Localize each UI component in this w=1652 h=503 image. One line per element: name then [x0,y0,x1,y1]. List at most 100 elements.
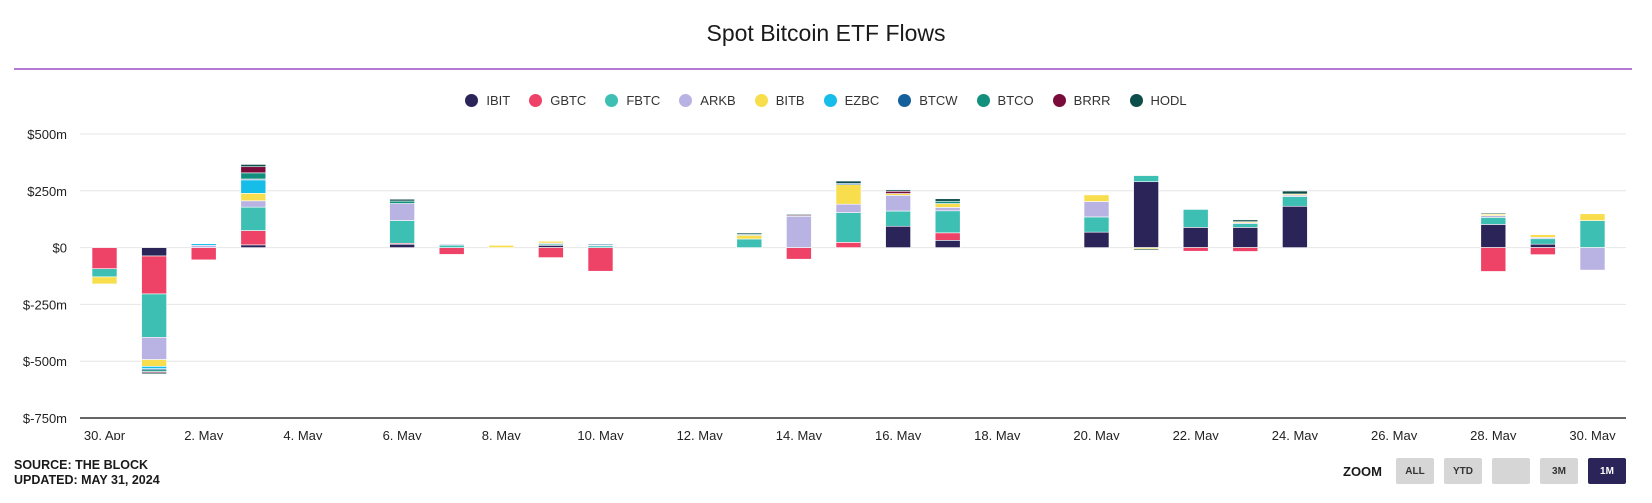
x-tick-label: 28. May [1470,428,1517,440]
bar-ibit [1083,231,1110,248]
y-tick-label: $0 [53,241,67,256]
chart-legend: IBIT GBTC FBTC ARKB BITB EZBC BTCW BTCO BRRR HODL [0,93,1652,108]
chart-title: Spot Bitcoin ETF Flows [706,20,946,46]
bar-fbtc [885,210,911,227]
legend-label: BITB [775,93,805,108]
bar-ibit [1530,243,1556,248]
bar-arkb [885,195,911,212]
legend-item-brrr[interactable]: BRRR [1052,93,1111,108]
bar-fbtc [1530,238,1556,245]
legend-swatch [976,94,990,107]
bar-hodl [1133,248,1159,251]
bar-ibit [1282,205,1308,248]
bar-ibit [1182,227,1209,248]
legend-item-btcw[interactable]: BTCW [898,93,958,108]
zoom-3m-button[interactable]: 3M [1540,458,1578,484]
bar-hodl [835,180,862,184]
bar-fbtc [1232,223,1259,228]
x-tick-label: 26. May [1371,428,1418,440]
bar-gbtc [190,247,217,261]
legend-item-arkb[interactable]: ARKB [679,93,736,108]
bar-bitb [91,276,118,285]
bar-gbtc [1182,247,1209,252]
x-tick-label: 18. May [974,428,1021,440]
legend-item-hodl[interactable]: HODL [1129,93,1187,108]
bar-fbtc [835,212,862,243]
legend-label: ARKB [700,93,736,108]
bar-fbtc [240,206,267,231]
bar-hodl [736,232,763,235]
bar-btcw [587,243,614,246]
bar-hodl [885,189,911,192]
bar-arkb [190,245,217,248]
legend-item-fbtc[interactable]: FBTC [605,93,660,108]
legend-swatch [465,94,479,107]
bar-fbtc [1579,220,1606,248]
bar-hodl [1282,190,1308,195]
legend-swatch [529,94,543,107]
bar-bitb [538,240,564,244]
bar-bitb [488,245,515,248]
legend-label: BTCO [997,93,1034,108]
legend-label: IBIT [486,93,511,108]
x-tick-label: 2. May [184,428,224,440]
x-tick-label: 12. May [677,428,724,440]
bar-ezbc [141,366,167,369]
zoom-blank-button[interactable] [1492,458,1530,484]
legend-swatch [898,94,912,107]
zoom-ytd-button[interactable]: YTD [1444,458,1482,484]
bar-ibit [538,245,564,248]
legend-item-btco[interactable]: BTCO [976,93,1034,108]
bar-bitb [141,359,167,367]
x-tick-label: 4. May [283,428,323,440]
y-tick-label: $-250m [23,297,67,312]
title-divider [14,68,1632,70]
bar-gbtc [1480,247,1507,272]
legend-item-gbtc[interactable]: GBTC [529,93,586,108]
bar-fbtc [1083,216,1110,233]
y-tick-label: $250m [27,184,67,199]
legend-item-ezbc[interactable]: EZBC [823,93,879,108]
bar-btco [389,200,415,204]
legend-label: BTCW [919,93,958,108]
bar-hodl [141,372,167,375]
bar-arkb [240,200,267,208]
legend-label: HODL [1150,93,1187,108]
bar-bitb [1083,194,1110,202]
bar-bitb [1579,213,1606,221]
bar-brrr [240,166,267,174]
legend-swatch [1129,94,1143,107]
bar-arkb [934,207,961,212]
bar-fbtc [1182,209,1209,228]
bar-bitb [934,203,961,208]
legend-swatch [605,94,619,107]
bar-gbtc [91,247,118,270]
bar-hodl [389,198,415,202]
legend-swatch [679,94,693,107]
bar-ibit [934,240,961,248]
x-tick-label: 30. Apr [84,428,126,440]
bar-ibit [885,225,911,248]
y-tick-label: $-750m [23,411,67,426]
bar-arkb [389,203,415,221]
x-tick-label: 16. May [875,428,922,440]
legend-label: FBTC [626,93,661,108]
bar-hodl [1232,219,1259,222]
bar-bitb [240,192,267,202]
bar-ezbc [190,243,217,246]
legend-item-bitb[interactable]: BITB [754,93,805,108]
bar-btco [934,200,961,204]
bar-fbtc [736,238,763,248]
bar-fbtc [1282,196,1308,207]
zoom-all-button[interactable]: ALL [1396,458,1434,484]
bar-bitb [835,184,862,205]
x-tick-label: 30. May [1569,428,1616,440]
source-label: SOURCE: THE BLOCK [14,458,149,472]
bar-bitb [736,235,763,240]
y-tick-label: $500m [27,127,67,142]
bar-ibit [389,243,415,248]
zoom-1m-button[interactable]: 1M [1588,458,1626,484]
bar-arkb [1083,201,1110,218]
legend-item-ibit[interactable]: IBIT [465,93,510,108]
x-tick-label: 24. May [1272,428,1319,440]
